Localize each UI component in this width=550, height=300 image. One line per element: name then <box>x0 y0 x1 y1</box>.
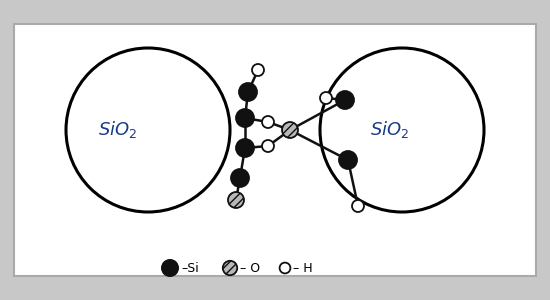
Circle shape <box>320 92 332 104</box>
Circle shape <box>339 151 357 169</box>
Circle shape <box>262 140 274 152</box>
Text: –Si: –Si <box>181 262 199 275</box>
Text: SiO$_2$: SiO$_2$ <box>370 119 410 140</box>
Circle shape <box>336 91 354 109</box>
Circle shape <box>223 261 237 275</box>
Circle shape <box>252 64 264 76</box>
Circle shape <box>236 139 254 157</box>
Text: SiO$_2$: SiO$_2$ <box>98 119 138 140</box>
Circle shape <box>262 116 274 128</box>
Circle shape <box>228 192 244 208</box>
Text: – H: – H <box>293 262 312 275</box>
Circle shape <box>282 122 298 138</box>
Text: – O: – O <box>240 262 260 275</box>
Circle shape <box>352 200 364 212</box>
Circle shape <box>236 109 254 127</box>
Circle shape <box>279 262 290 273</box>
Circle shape <box>239 83 257 101</box>
Circle shape <box>162 260 178 276</box>
Circle shape <box>231 169 249 187</box>
